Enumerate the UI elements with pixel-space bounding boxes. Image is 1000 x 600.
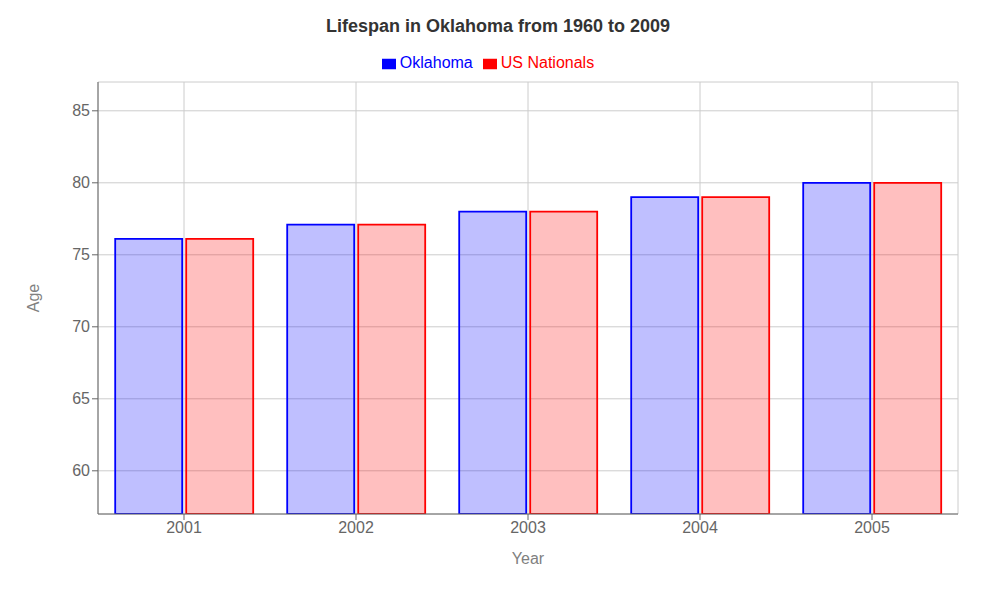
html-text:US Nationals: US Nationals: [500, 54, 595, 71]
svg-text:Year: Year: [512, 550, 545, 567]
svg-text:65: 65: [72, 390, 90, 407]
svg-text:2005: 2005: [854, 519, 890, 536]
svg-text:2002: 2002: [338, 519, 374, 536]
svg-text:80: 80: [72, 174, 90, 191]
svg-text:2004: 2004: [682, 519, 718, 536]
svg-text:70: 70: [72, 318, 90, 335]
svg-text:60: 60: [72, 462, 90, 479]
html-text:Lifespan in Oklahoma from 1960: Lifespan in Oklahoma from 1960 to 2009: [325, 16, 671, 36]
svg-text:2001: 2001: [166, 519, 202, 536]
html-text:Oklahoma: Oklahoma: [399, 54, 473, 71]
svg-text:75: 75: [72, 246, 90, 263]
svg-text:85: 85: [72, 102, 90, 119]
svg-text:2003: 2003: [510, 519, 546, 536]
svg-text:Age: Age: [25, 284, 42, 313]
